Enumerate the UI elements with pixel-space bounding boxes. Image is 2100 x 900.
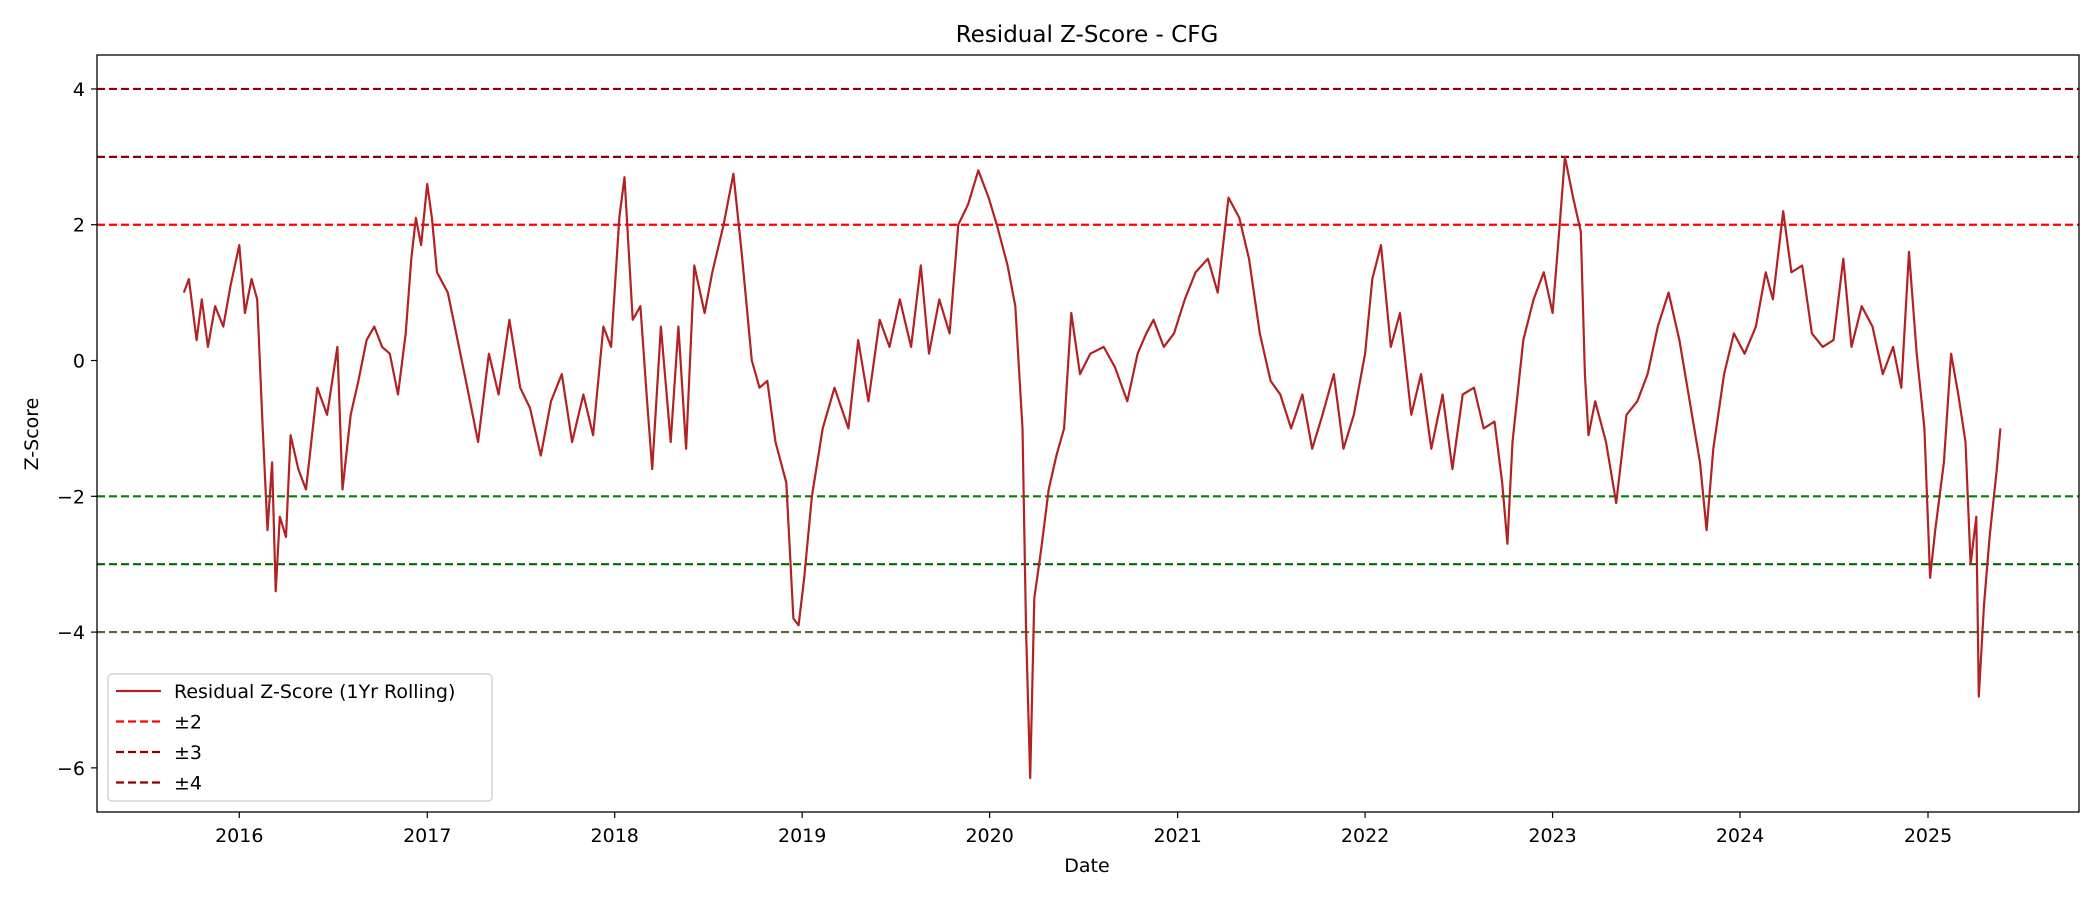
x-tick-label: 2020 bbox=[965, 825, 1013, 847]
x-tick-label: 2018 bbox=[591, 825, 639, 847]
y-tick-label: 4 bbox=[73, 79, 85, 101]
legend-label: ±4 bbox=[174, 773, 202, 795]
series-layer bbox=[182, 155, 2002, 780]
legend-label: ±2 bbox=[174, 712, 202, 734]
y-tick-label: 2 bbox=[73, 215, 85, 237]
legend: Residual Z-Score (1Yr Rolling) ±2 ±3 ±4 bbox=[107, 673, 493, 802]
x-tick-label: 2019 bbox=[778, 825, 826, 847]
legend-label: Residual Z-Score (1Yr Rolling) bbox=[174, 681, 455, 703]
x-tick-label: 2022 bbox=[1341, 825, 1389, 847]
x-axis: 2016 2017 2018 2019 2020 2021 2022 2023 2024 2025 bbox=[215, 812, 1952, 847]
legend-box bbox=[107, 673, 493, 802]
x-tick-label: 2024 bbox=[1716, 825, 1764, 847]
x-tick-label: 2025 bbox=[1904, 825, 1952, 847]
y-tick-label: −6 bbox=[57, 758, 85, 780]
y-tick-label: 0 bbox=[73, 351, 85, 373]
chart-title: Residual Z-Score - CFG bbox=[956, 22, 1219, 48]
x-tick-label: 2023 bbox=[1528, 825, 1576, 847]
y-tick-label: −2 bbox=[57, 486, 85, 508]
x-tick-label: 2016 bbox=[215, 825, 263, 847]
legend-label: ±3 bbox=[174, 742, 202, 764]
y-axis-label: Z-Score bbox=[21, 398, 43, 471]
plot-frame bbox=[96, 54, 2080, 813]
x-tick-label: 2021 bbox=[1153, 825, 1201, 847]
series-line bbox=[182, 155, 2002, 780]
x-axis-label: Date bbox=[1064, 855, 1109, 877]
x-tick-label: 2017 bbox=[403, 825, 451, 847]
reference-lines bbox=[97, 87, 2079, 634]
y-tick-label: −4 bbox=[57, 622, 85, 644]
y-axis: −6 −4 −2 0 2 4 bbox=[57, 79, 97, 780]
